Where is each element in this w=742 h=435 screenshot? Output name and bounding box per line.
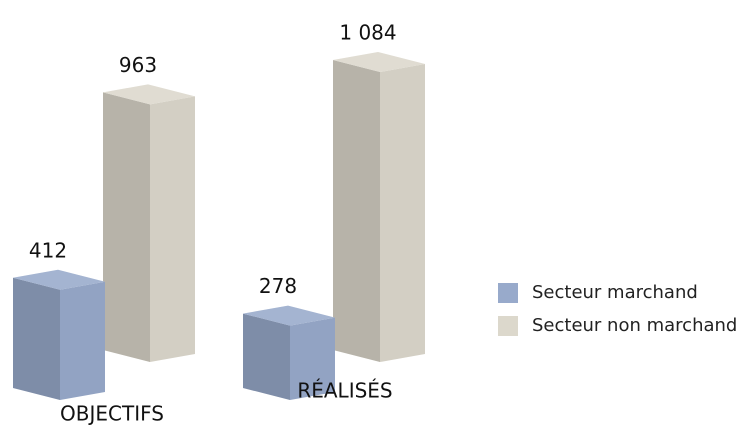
- bar-right-shade: [380, 64, 425, 362]
- bar-right-shade: [60, 281, 105, 400]
- legend-label: Secteur marchand: [532, 282, 698, 303]
- bar-top-face: [243, 305, 335, 326]
- bar-top-face: [13, 269, 105, 290]
- bar: [13, 269, 105, 400]
- bar-left-shade: [13, 277, 60, 400]
- bar-left-shade: [103, 92, 150, 362]
- bar-right-face: [150, 96, 195, 362]
- bar-left-face: [243, 313, 290, 400]
- bar-top-light: [13, 269, 105, 290]
- bar-top-face: [103, 84, 195, 105]
- category-label: RÉALISÉS: [297, 379, 392, 403]
- bar: [243, 305, 335, 400]
- bar-top-face: [333, 52, 425, 72]
- bar-right-shade: [150, 96, 195, 362]
- bar-top-light: [333, 52, 425, 72]
- value-label: 963: [119, 53, 157, 77]
- legend-swatch: [498, 316, 518, 336]
- bar-left-shade: [243, 313, 290, 400]
- value-label: 412: [29, 238, 67, 262]
- bar: [103, 84, 195, 362]
- bar-right-face: [380, 64, 425, 362]
- bar-left-face: [103, 92, 150, 362]
- value-label: 1 084: [339, 21, 396, 45]
- bar-top-light: [103, 84, 195, 105]
- bar-left-shade: [333, 60, 380, 362]
- legend-label: Secteur non marchand: [532, 315, 737, 336]
- bar-right-face: [290, 317, 335, 400]
- bar: [333, 52, 425, 362]
- bar-right-face: [60, 281, 105, 400]
- bar-right-shade: [290, 317, 335, 400]
- bar-left-face: [333, 60, 380, 362]
- value-label: 278: [259, 274, 297, 298]
- bar-top-light: [243, 305, 335, 326]
- legend-swatch: [498, 283, 518, 303]
- category-label: OBJECTIFS: [60, 402, 164, 426]
- bar-left-face: [13, 277, 60, 400]
